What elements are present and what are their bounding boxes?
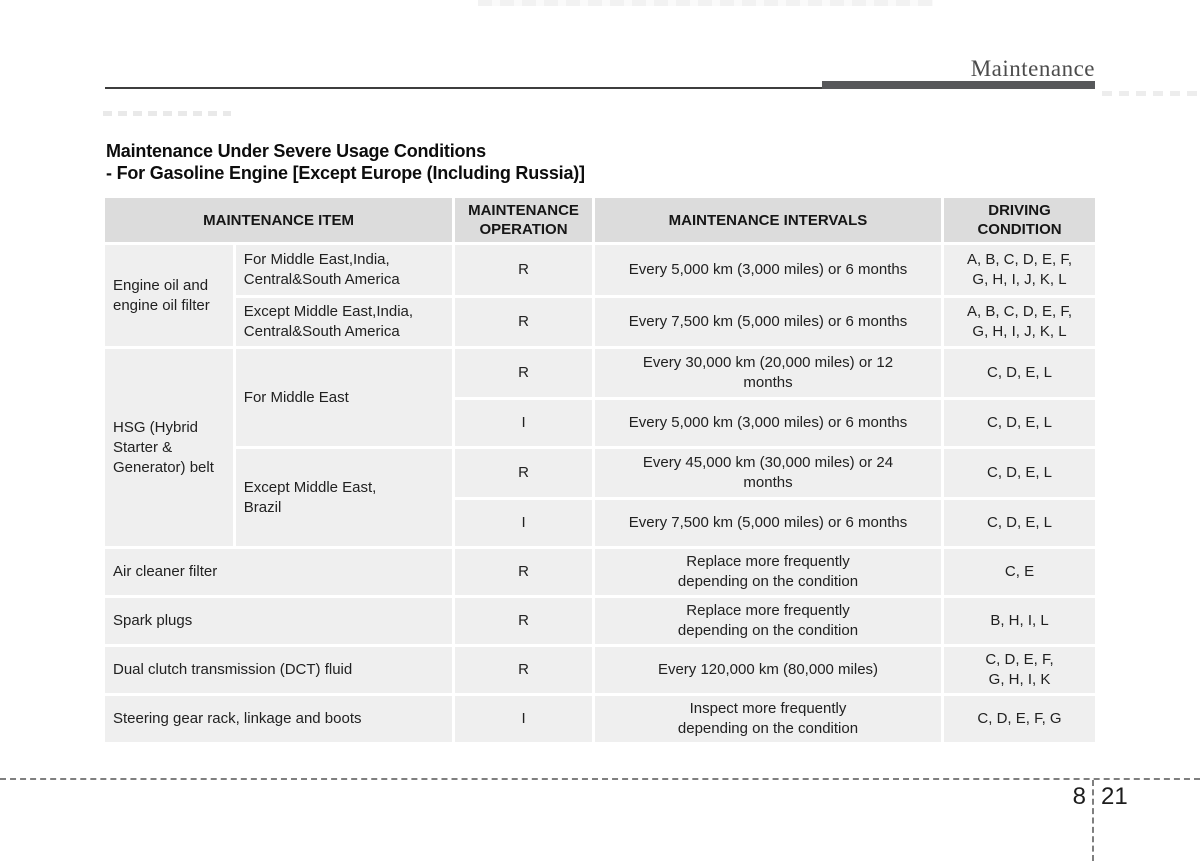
cell-condition: C, D, E, L [944, 349, 1095, 397]
cell-operation: R [455, 598, 592, 644]
cell-item-spark-plugs: Spark plugs [105, 598, 453, 644]
cell-condition: C, D, E, F, G [944, 696, 1095, 742]
cell-interval: Every 5,000 km (3,000 miles) or 6 months [594, 400, 942, 446]
page-title-line1: Maintenance Under Severe Usage Condition… [106, 141, 486, 161]
scan-artifact-right-dashes [1102, 91, 1197, 96]
table-header-row: MAINTENANCE ITEM MAINTENANCE OPERATION M… [105, 198, 1095, 242]
cell-operation: R [455, 298, 592, 346]
cell-region: Except Middle East,India, Central&South … [235, 298, 453, 346]
cell-condition: A, B, C, D, E, F, G, H, I, J, K, L [944, 298, 1095, 346]
col-header-maintenance-intervals: MAINTENANCE INTERVALS [594, 198, 942, 242]
cell-interval: Every 7,500 km (5,000 miles) or 6 months [594, 298, 942, 346]
cell-condition: C, D, E, L [944, 500, 1095, 546]
cell-operation: R [455, 245, 592, 295]
cell-operation: I [455, 400, 592, 446]
header-accent-bar [822, 81, 1095, 89]
page-title: Maintenance Under Severe Usage Condition… [106, 140, 585, 184]
cell-interval: Every 30,000 km (20,000 miles) or 12 mon… [594, 349, 942, 397]
table-row: Engine oil and engine oil filter For Mid… [105, 245, 1095, 346]
cell-operation: R [455, 647, 592, 693]
cell-condition: C, D, E, F, G, H, I, K [944, 647, 1095, 693]
cell-operation: R [455, 549, 592, 595]
cell-condition: C, E [944, 549, 1095, 595]
cell-region: For Middle East,India, Central&South Ame… [235, 245, 453, 295]
table-row: Air cleaner filter R Replace more freque… [105, 549, 1095, 595]
table-row: HSG (Hybrid Starter & Generator) belt Fo… [105, 349, 1095, 546]
cell-condition: C, D, E, L [944, 400, 1095, 446]
cell-condition: A, B, C, D, E, F, G, H, I, J, K, L [944, 245, 1095, 295]
cell-operation: I [455, 500, 592, 546]
cell-condition: B, H, I, L [944, 598, 1095, 644]
cell-interval: Every 45,000 km (30,000 miles) or 24 mon… [594, 449, 942, 497]
table-row: I Every 5,000 km (3,000 miles) or 6 mont… [105, 400, 1095, 446]
running-header-label: Maintenance [970, 56, 1095, 81]
table-row: Except Middle East,India, Central&South … [105, 298, 1095, 346]
col-header-maintenance-item: MAINTENANCE ITEM [105, 198, 453, 242]
cell-interval: Every 7,500 km (5,000 miles) or 6 months [594, 500, 942, 546]
cell-item-hsg-belt: HSG (Hybrid Starter & Generator) belt [105, 349, 233, 546]
cell-interval: Every 120,000 km (80,000 miles) [594, 647, 942, 693]
footer-dashed-rule [0, 778, 1200, 780]
footer-page-number: 21 [1101, 783, 1128, 810]
scan-artifact-top [478, 0, 933, 6]
table-row: Except Middle East, Brazil R Every 45,00… [105, 449, 1095, 546]
cell-operation: I [455, 696, 592, 742]
cell-interval: Inspect more frequently depending on the… [594, 696, 942, 742]
scan-artifact-title-dashes [103, 111, 231, 116]
cell-operation: R [455, 449, 592, 497]
cell-condition: C, D, E, L [944, 449, 1095, 497]
cell-region: For Middle East [235, 349, 453, 446]
page-title-line2: - For Gasoline Engine [Except Europe (In… [106, 163, 585, 183]
col-header-driving-condition: DRIVING CONDITION [944, 198, 1095, 242]
col-header-maintenance-operation: MAINTENANCE OPERATION [455, 198, 592, 242]
cell-interval: Every 5,000 km (3,000 miles) or 6 months [594, 245, 942, 295]
cell-interval: Replace more frequently depending on the… [594, 549, 942, 595]
footer-chapter-number: 8 [1072, 783, 1086, 810]
header-rule [105, 87, 1095, 89]
cell-interval: Replace more frequently depending on the… [594, 598, 942, 644]
footer-page-divider [1092, 780, 1094, 861]
cell-item-dct-fluid: Dual clutch transmission (DCT) fluid [105, 647, 453, 693]
table-row: I Every 7,500 km (5,000 miles) or 6 mont… [105, 500, 1095, 546]
cell-item-engine-oil: Engine oil and engine oil filter [105, 245, 233, 346]
cell-item-air-cleaner-filter: Air cleaner filter [105, 549, 453, 595]
table-row: Steering gear rack, linkage and boots I … [105, 696, 1095, 742]
maintenance-table: MAINTENANCE ITEM MAINTENANCE OPERATION M… [102, 195, 1098, 745]
table-row: Dual clutch transmission (DCT) fluid R E… [105, 647, 1095, 693]
cell-operation: R [455, 349, 592, 397]
table-row: Spark plugs R Replace more frequently de… [105, 598, 1095, 644]
cell-item-steering-gear: Steering gear rack, linkage and boots [105, 696, 453, 742]
cell-region: Except Middle East, Brazil [235, 449, 453, 546]
